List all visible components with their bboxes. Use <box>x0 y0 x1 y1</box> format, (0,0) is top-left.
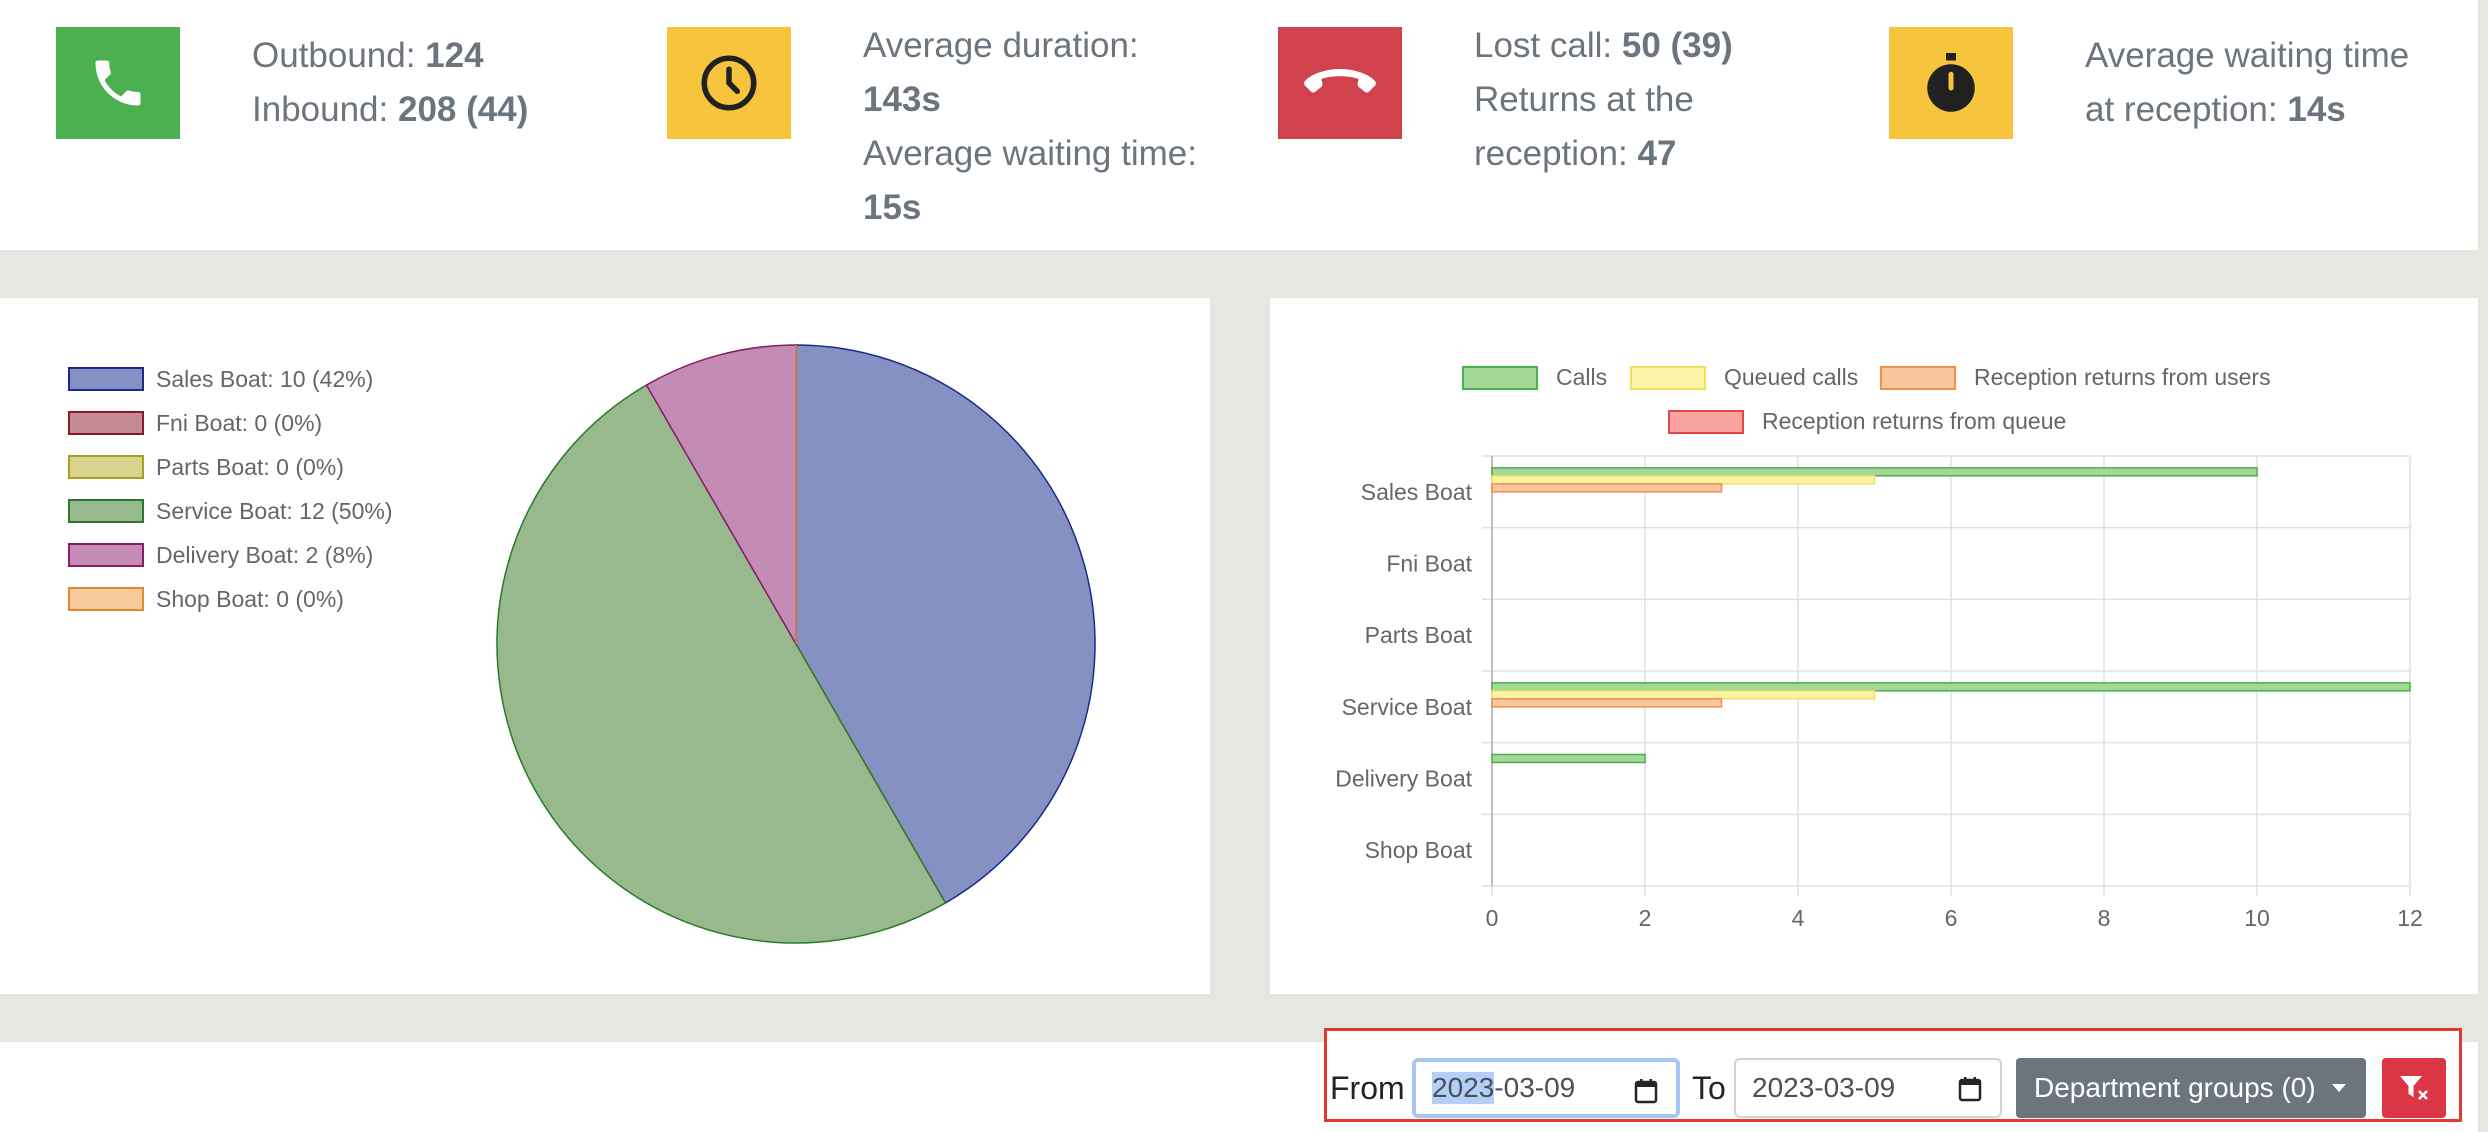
calendar-icon[interactable] <box>1958 1076 1982 1109</box>
bar[interactable] <box>1491 475 1876 485</box>
bar-legend-item[interactable]: Queued calls <box>1630 364 1858 391</box>
x-tick-label: 10 <box>2244 905 2270 931</box>
bar-legend-label: Calls <box>1556 364 1608 390</box>
lost-call-label: Lost call: <box>1474 26 1613 65</box>
from-date-rest: -03-09 <box>1494 1072 1576 1103</box>
bar-legend-item[interactable]: Calls <box>1462 364 1607 391</box>
hangup-icon <box>1278 27 1402 139</box>
pie-legend-swatch <box>68 543 144 567</box>
pie-legend-swatch <box>68 587 144 611</box>
x-tick-label: 12 <box>2397 905 2423 931</box>
avg-duration-label: Average duration: <box>863 26 1139 65</box>
returns-label-cont: reception: <box>1474 134 1628 173</box>
stats-panel: Outbound: 124 Inbound: 208 (44) Average … <box>0 0 2478 250</box>
bar[interactable] <box>1491 753 1646 764</box>
chevron-down-icon <box>2332 1084 2346 1092</box>
bar-chart-card: Calls Queued calls Reception returns from … <box>1270 298 2478 994</box>
x-tick-label: 0 <box>1486 905 1499 931</box>
avg-wait-value: 15s <box>863 188 922 227</box>
bar[interactable] <box>1491 467 2258 477</box>
call-counts: Outbound: 124 Inbound: 208 (44) <box>252 29 528 137</box>
filter-clear-icon <box>2400 1076 2428 1100</box>
pie-legend-label: Parts Boat: 0 (0%) <box>156 453 344 480</box>
avg-wait-label: Average waiting time: <box>863 134 1197 173</box>
x-tick-label: 8 <box>2098 905 2111 931</box>
pie-chart <box>496 344 1096 944</box>
from-date-input[interactable]: 2023 -03-09 <box>1412 1058 1680 1118</box>
pie-chart-card: Sales Boat: 10 (42%) Fni Boat: 0 (0%) Part… <box>0 298 1210 994</box>
from-label: From <box>1330 1070 1405 1106</box>
bar-legend-swatch <box>1880 365 1956 390</box>
pie-legend-item[interactable]: Sales Boat: 10 (42%) <box>68 364 373 394</box>
y-tick-label: Delivery Boat <box>1335 766 1472 792</box>
pie-legend-label: Sales Boat: 10 (42%) <box>156 365 374 392</box>
lost-call-stats: Lost call: 50 (39) Returns at the recept… <box>1474 19 1733 181</box>
pie-slice[interactable] <box>645 344 797 647</box>
returns-label: Returns at the <box>1474 80 1694 119</box>
bar-legend-label: Reception returns from users <box>1974 364 2271 390</box>
inbound-value: 208 (44) <box>397 90 529 129</box>
inbound-label: Inbound: <box>252 90 389 129</box>
reception-wait-label: Average waiting time <box>2085 36 2410 75</box>
bar-legend-swatch <box>1462 365 1538 390</box>
pie-slice[interactable] <box>496 384 947 944</box>
duration-stats: Average duration: 143s Average waiting t… <box>863 19 1197 235</box>
y-tick-label: Service Boat <box>1342 694 1473 720</box>
pie-legend-swatch <box>68 499 144 523</box>
from-date-year: 2023 <box>1432 1072 1495 1104</box>
pie-legend-label: Fni Boat: 0 (0%) <box>156 409 323 436</box>
bar[interactable] <box>1491 682 2411 692</box>
y-tick-label: Shop Boat <box>1365 837 1473 863</box>
reception-wait-stats: Average waiting time at reception: 14s <box>2085 29 2409 137</box>
pie-legend-item[interactable]: Shop Boat: 0 (0%) <box>68 584 344 614</box>
x-tick-label: 4 <box>1792 905 1805 931</box>
pie-legend-item[interactable]: Delivery Boat: 2 (8%) <box>68 540 373 570</box>
bar[interactable] <box>1491 483 1723 493</box>
returns-value: 47 <box>1637 134 1677 173</box>
y-tick-label: Parts Boat <box>1365 622 1473 648</box>
pie-legend-label: Service Boat: 12 (50%) <box>156 497 393 524</box>
outbound-label: Outbound: <box>252 36 416 75</box>
reception-wait-label-cont: at reception: <box>2085 90 2278 129</box>
lost-call-value: 50 (39) <box>1621 26 1733 65</box>
pie-legend-item[interactable]: Parts Boat: 0 (0%) <box>68 452 344 482</box>
pie-legend-item[interactable]: Fni Boat: 0 (0%) <box>68 408 322 438</box>
department-groups-label: Department groups (0) <box>2034 1072 2316 1103</box>
bar-legend-swatch <box>1630 365 1706 390</box>
bar-legend-label: Queued calls <box>1724 364 1859 390</box>
calendar-icon[interactable] <box>1634 1078 1658 1111</box>
pie-legend-swatch <box>68 455 144 479</box>
bar[interactable] <box>1491 690 1876 700</box>
bar-legend-swatch <box>1668 409 1744 434</box>
clear-filter-button[interactable] <box>2382 1058 2446 1118</box>
pie-legend-label: Delivery Boat: 2 (8%) <box>156 541 374 568</box>
department-groups-dropdown[interactable]: Department groups (0) <box>2016 1058 2366 1118</box>
to-date-input[interactable]: 2023-03-09 <box>1734 1058 2002 1118</box>
bar-legend-item[interactable]: Reception returns from queue <box>1668 408 2066 435</box>
y-tick-label: Sales Boat <box>1361 479 1473 505</box>
outbound-value: 124 <box>425 36 484 75</box>
to-date-value: 2023-03-09 <box>1752 1072 1896 1103</box>
bar-chart: 0 2 4 6 8 10 12 Sales Boat Fni Boat Parts Boat Ser… <box>1335 455 2423 931</box>
pie-legend-swatch <box>68 367 144 391</box>
phone-icon <box>56 27 180 139</box>
bar[interactable] <box>1491 698 1723 708</box>
reception-wait-value: 14s <box>2287 90 2346 129</box>
pie-legend-item[interactable]: Service Boat: 12 (50%) <box>68 496 393 526</box>
x-tick-label: 6 <box>1945 905 1958 931</box>
to-label: To <box>1692 1070 1726 1106</box>
bar-legend-item[interactable]: Reception returns from users <box>1880 364 2271 391</box>
pie-slice[interactable] <box>795 344 1096 904</box>
y-tick-label: Fni Boat <box>1386 551 1472 577</box>
pie-legend-swatch <box>68 411 144 435</box>
stopwatch-icon <box>1889 27 2013 139</box>
pie-legend-label: Shop Boat: 0 (0%) <box>156 585 344 612</box>
avg-duration-value: 143s <box>863 80 941 119</box>
x-tick-label: 2 <box>1639 905 1652 931</box>
bar-legend-label: Reception returns from queue <box>1762 408 2067 434</box>
clock-icon <box>667 27 791 139</box>
